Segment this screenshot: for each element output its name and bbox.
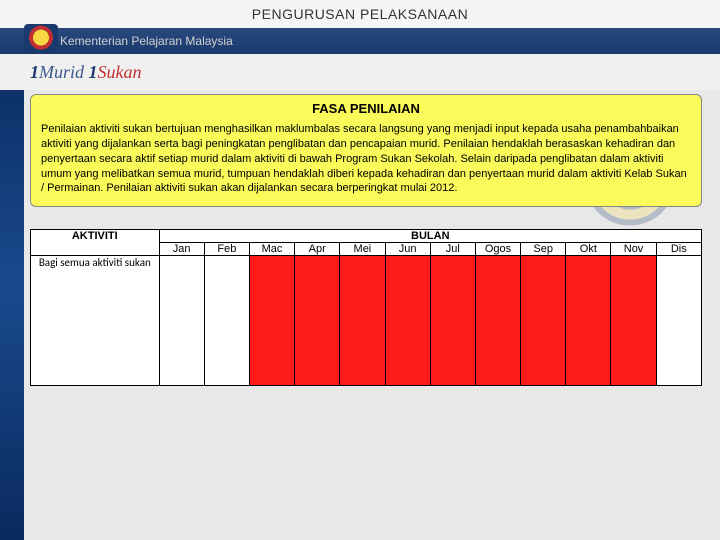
description-panel: FASA PENILAIAN Penilaian aktiviti sukan … bbox=[30, 94, 702, 207]
row-label: Bagi semua aktiviti sukan bbox=[31, 256, 160, 386]
month-header: Mei bbox=[340, 243, 385, 256]
schedule-cell bbox=[521, 256, 566, 386]
schedule-cell bbox=[159, 256, 204, 386]
program-logo: 1Murid 1Sukan bbox=[30, 62, 142, 83]
page-title: PENGURUSAN PELAKSANAAN bbox=[0, 0, 720, 28]
schedule-cell bbox=[295, 256, 340, 386]
schedule-cell bbox=[430, 256, 475, 386]
month-header: Feb bbox=[204, 243, 249, 256]
table-header-row-1: AKTIVITI BULAN bbox=[31, 230, 702, 243]
bulan-header: BULAN bbox=[159, 230, 701, 243]
logo-part-1b: 1 bbox=[84, 62, 98, 82]
schedule-cell bbox=[611, 256, 656, 386]
month-header: Sep bbox=[521, 243, 566, 256]
ministry-label: Kementerian Pelajaran Malaysia bbox=[60, 34, 233, 48]
aktiviti-header: AKTIVITI bbox=[31, 230, 160, 256]
schedule-cell bbox=[656, 256, 701, 386]
section-body: Penilaian aktiviti sukan bertujuan mengh… bbox=[41, 122, 691, 196]
month-header: Jan bbox=[159, 243, 204, 256]
month-header: Mac bbox=[249, 243, 294, 256]
schedule-cell bbox=[385, 256, 430, 386]
logo-part-sukan: Sukan bbox=[98, 62, 142, 82]
month-header: Jun bbox=[385, 243, 430, 256]
month-header: Ogos bbox=[475, 243, 520, 256]
month-header: Apr bbox=[295, 243, 340, 256]
schedule-cell bbox=[204, 256, 249, 386]
schedule-cell bbox=[566, 256, 611, 386]
month-header: Okt bbox=[566, 243, 611, 256]
logo-bar: 1Murid 1Sukan bbox=[0, 54, 720, 90]
logo-part-1a: 1 bbox=[30, 62, 39, 82]
month-header: Dis bbox=[656, 243, 701, 256]
schedule-table: AKTIVITI BULAN JanFebMacAprMeiJunJulOgos… bbox=[30, 229, 702, 386]
crest-icon bbox=[24, 24, 58, 58]
ministry-bar: Kementerian Pelajaran Malaysia bbox=[0, 28, 720, 54]
table-data-row: Bagi semua aktiviti sukan bbox=[31, 256, 702, 386]
month-header: Jul bbox=[430, 243, 475, 256]
content-area: FASA PENILAIAN Penilaian aktiviti sukan … bbox=[0, 94, 720, 386]
month-header: Nov bbox=[611, 243, 656, 256]
schedule-cell bbox=[340, 256, 385, 386]
section-title: FASA PENILAIAN bbox=[41, 101, 691, 116]
schedule-cell bbox=[475, 256, 520, 386]
schedule-cell bbox=[249, 256, 294, 386]
logo-part-murid: Murid bbox=[39, 62, 84, 82]
